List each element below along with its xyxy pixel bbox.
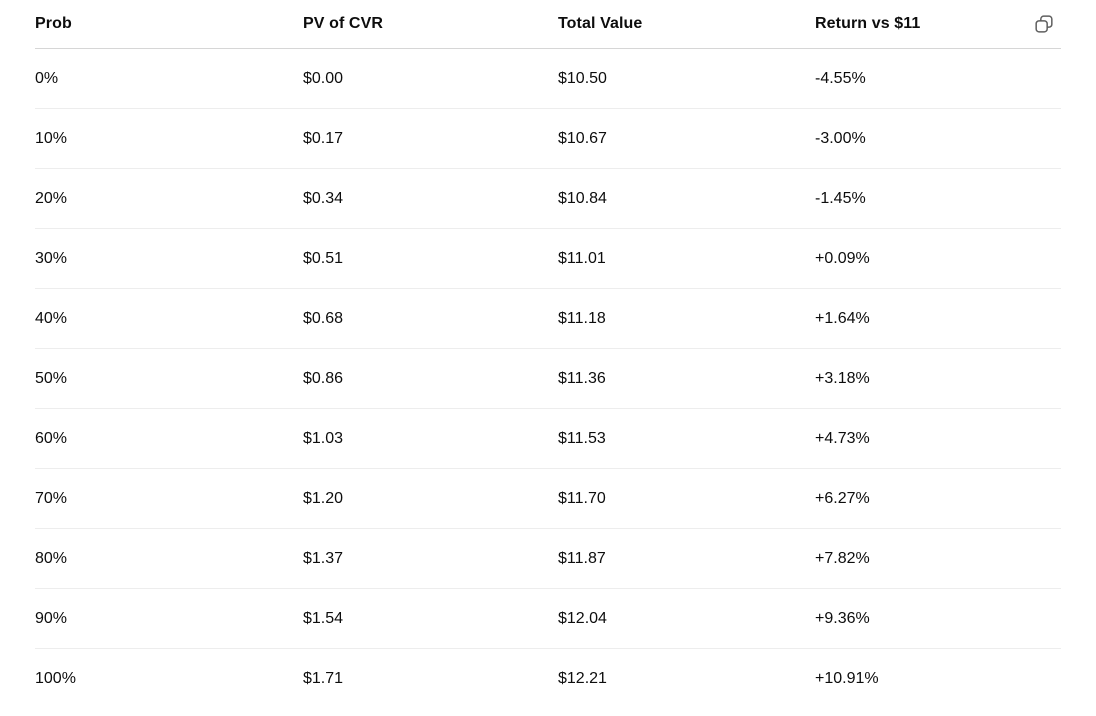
table-row: 20% $0.34 $10.84 -1.45% [35,168,1061,229]
table-cell: 30% [35,228,303,289]
table-cell: 80% [35,528,303,589]
table-cell: $0.00 [303,48,558,109]
copy-table-button[interactable] [1033,13,1055,35]
column-header-total-value: Total Value [558,0,815,49]
table-header-row: Prob PV of CVR Total Value Return vs $11 [35,0,1061,49]
table-cell: +4.73% [815,408,1061,469]
table-cell: -4.55% [815,48,1061,109]
table-cell: 10% [35,108,303,169]
table-cell: +6.27% [815,468,1061,529]
cvr-scenario-table: Prob PV of CVR Total Value Return vs $11… [35,0,1061,708]
table-cell: $0.34 [303,168,558,229]
table-cell: $11.70 [558,468,815,529]
table-cell: 90% [35,588,303,649]
cvr-scenario-table-container: Prob PV of CVR Total Value Return vs $11… [35,0,1061,708]
table-cell: -1.45% [815,168,1061,229]
table-cell: $11.53 [558,408,815,469]
table-cell: 100% [35,669,76,687]
table-cell: 40% [35,288,303,349]
table-row: 100% $1.71 $12.21 +10.91% [35,649,1061,709]
table-cell: $11.18 [558,288,815,349]
table-cell: +0.09% [815,228,1061,289]
table-row: 80% $1.37 $11.87 +7.82% [35,528,1061,589]
table-row: 60% $1.03 $11.53 +4.73% [35,408,1061,469]
table-row: 30% $0.51 $11.01 +0.09% [35,228,1061,289]
table-row: 40% $0.68 $11.18 +1.64% [35,288,1061,349]
table-cell: $1.54 [303,588,558,649]
column-header-prob: Prob [35,0,303,49]
table-row: 50% $0.86 $11.36 +3.18% [35,348,1061,409]
table-cell: $1.37 [303,528,558,589]
table-cell: $10.50 [558,48,815,109]
table-cell: 0% [35,48,303,109]
table-cell: +7.82% [815,528,1061,589]
table-cell: 60% [35,408,303,469]
table-cell: +1.64% [815,288,1061,349]
table-cell: $0.86 [303,348,558,409]
table-cell: $1.03 [303,408,558,469]
table-cell: -3.00% [815,108,1061,169]
table-cell: $0.17 [303,108,558,169]
table-row: 0% $0.00 $10.50 -4.55% [35,48,1061,109]
table-cell: $12.04 [558,588,815,649]
table-body: 0% $0.00 $10.50 -4.55% 10% $0.17 $10.67 -3.00% 2… [35,48,1061,709]
table-cell: $0.68 [303,288,558,349]
table-cell: 50% [35,348,303,409]
column-header-return-vs-11: Return vs $11 [815,0,1061,49]
table-row: 70% $1.20 $11.70 +6.27% [35,468,1061,529]
table-cell: 20% [35,168,303,229]
table-cell: $11.01 [558,228,815,289]
table-cell: $1.71 [303,669,344,687]
table-cell: $12.21 [558,669,607,687]
table-cell: $11.36 [558,348,815,409]
table-cell: +10.91% [815,669,879,687]
table-row: 90% $1.54 $12.04 +9.36% [35,588,1061,649]
table-cell: $11.87 [558,528,815,589]
table-cell: $10.84 [558,168,815,229]
table-cell: $10.67 [558,108,815,169]
table-cell: +3.18% [815,348,1061,409]
table-row: 10% $0.17 $10.67 -3.00% [35,108,1061,169]
table-cell: 70% [35,468,303,529]
table-cell: $1.20 [303,468,558,529]
table-cell: +9.36% [815,588,1061,649]
table-cell: $0.51 [303,228,558,289]
copy-icon [1034,14,1054,34]
column-header-pv-of-cvr: PV of CVR [303,0,558,49]
